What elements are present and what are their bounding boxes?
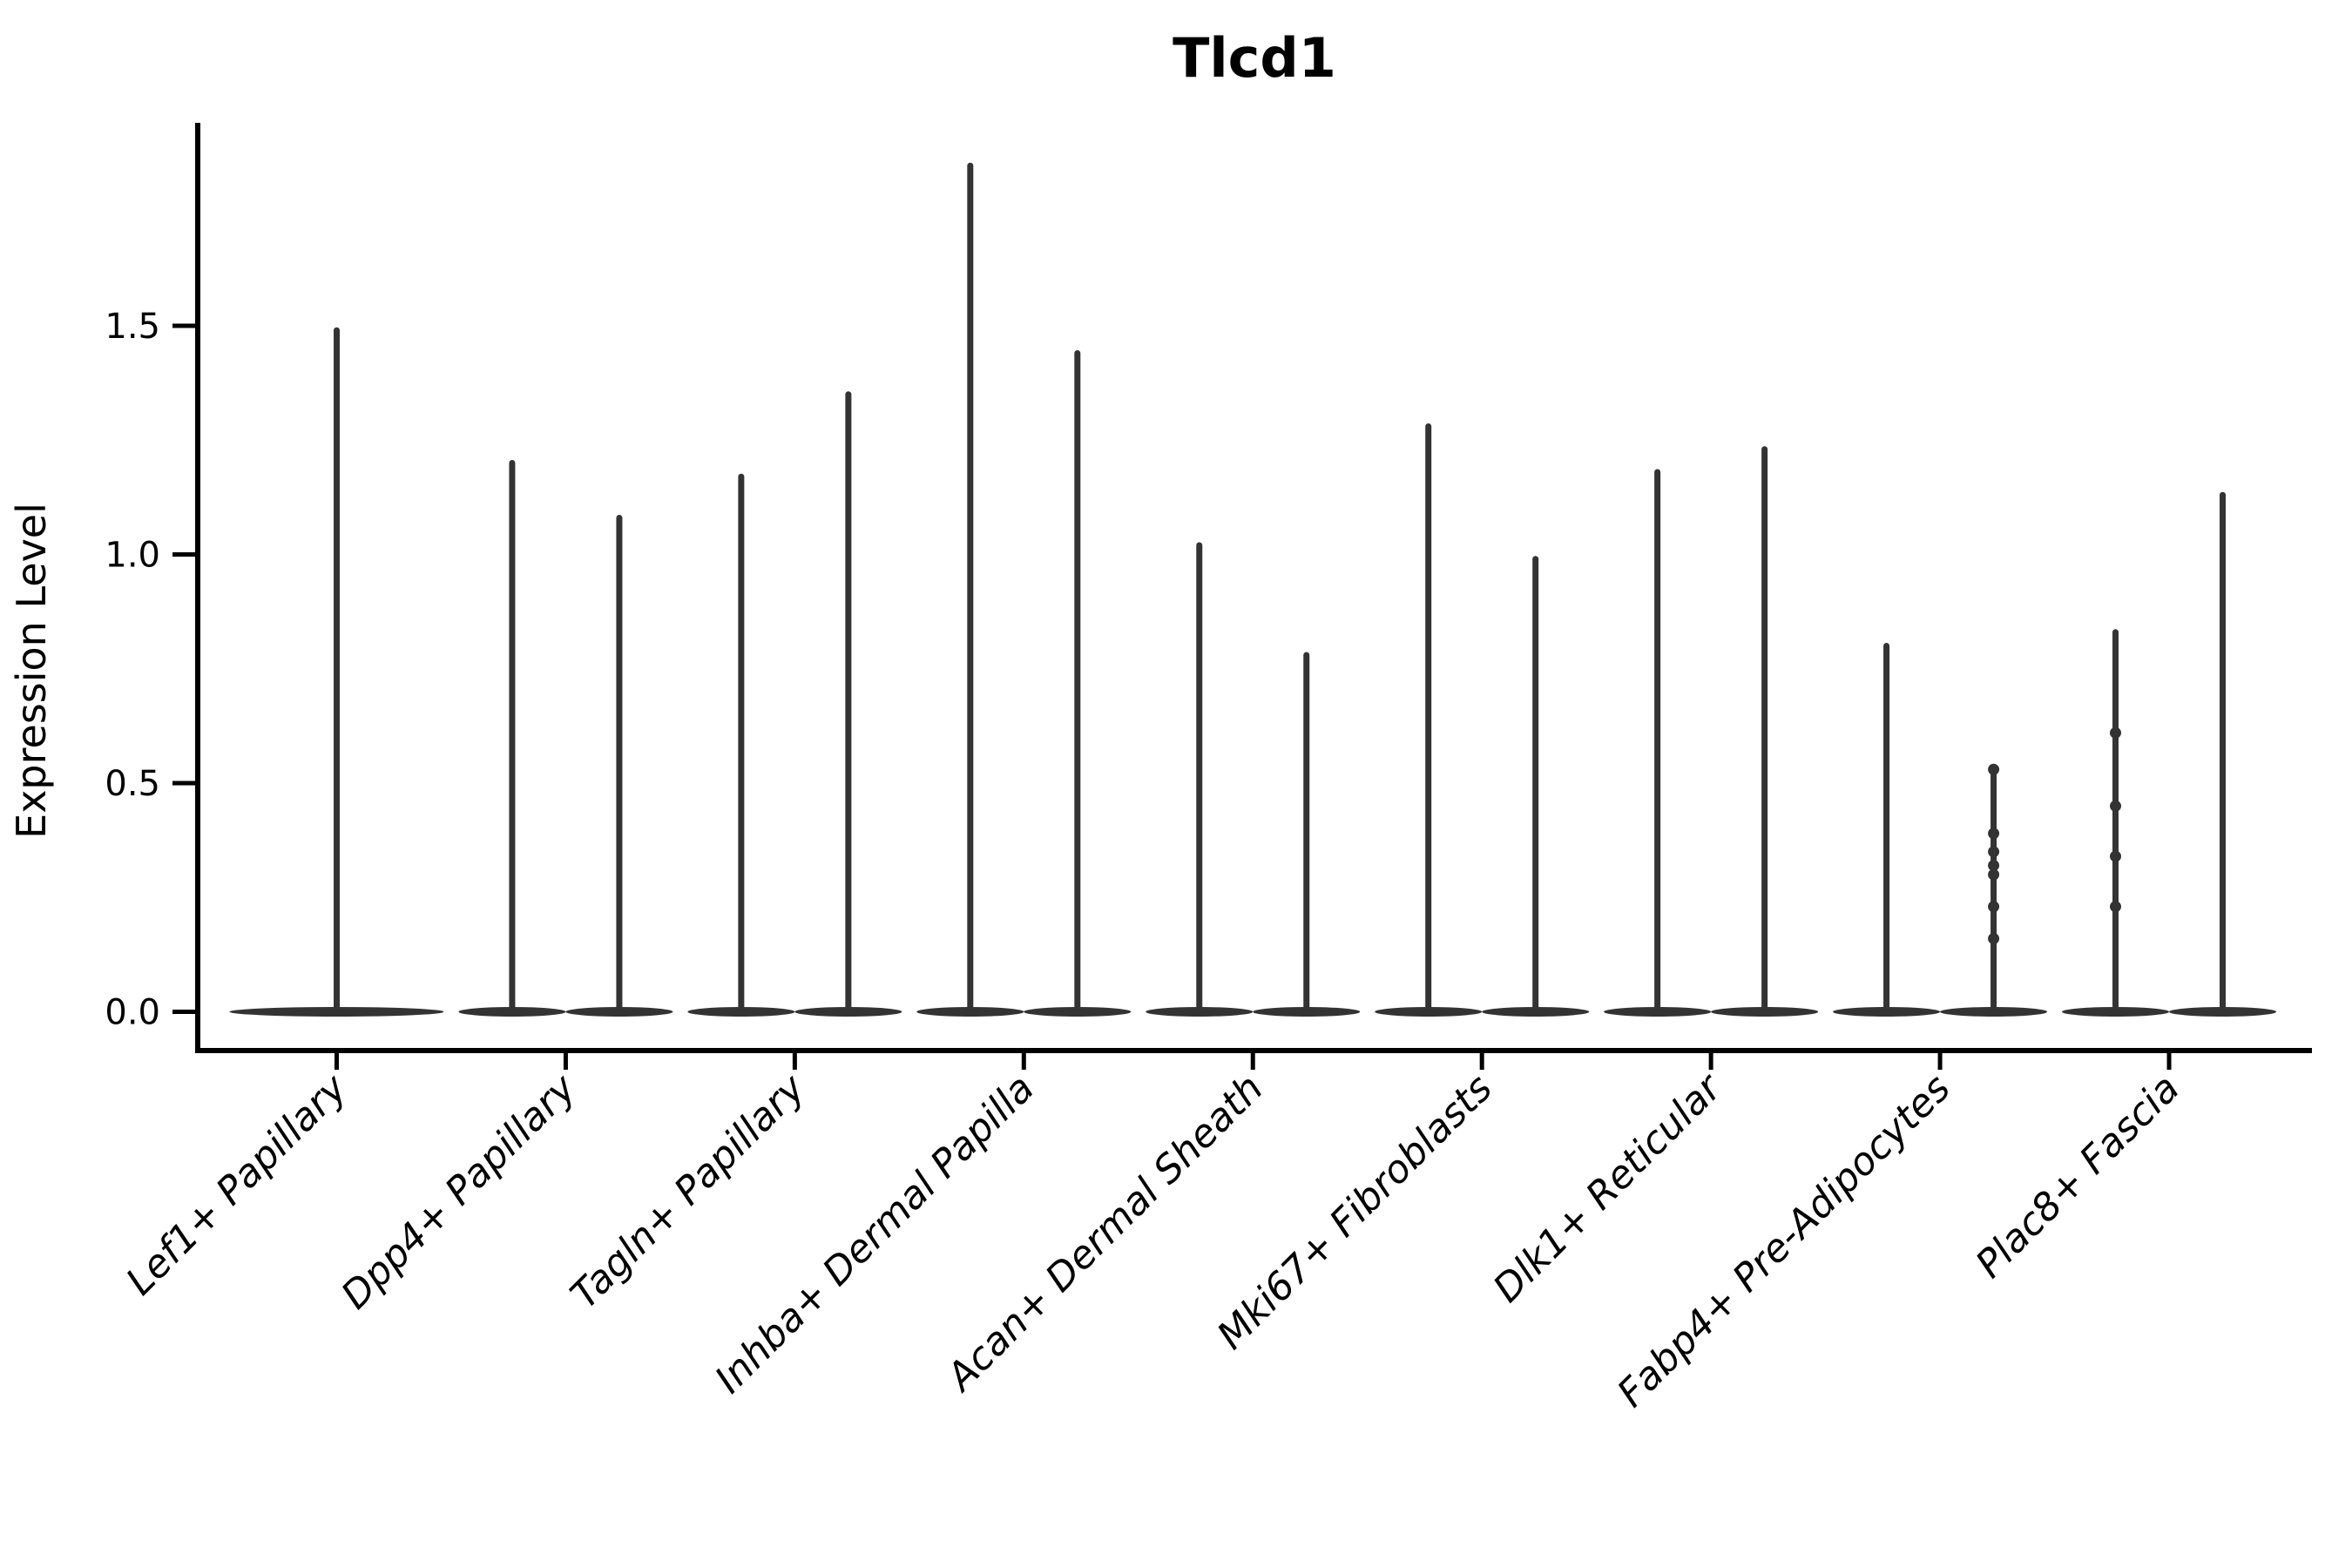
x-tick-label: Dpp4+ Papillary	[333, 1065, 585, 1318]
chart-title: Tlcd1	[1173, 26, 1336, 90]
x-axis-spine	[195, 1048, 2312, 1053]
jitter-point	[2110, 727, 2122, 739]
x-tick-label: Tagln+ Papillary	[562, 1065, 814, 1317]
jitter-point	[1988, 860, 2000, 871]
jitter-point	[1988, 868, 2000, 881]
jitter-point	[2110, 850, 2122, 862]
y-axis-label: Expression Level	[8, 503, 55, 839]
x-tick-label: Dlk1+ Reticular	[1485, 1064, 1732, 1311]
jitter-point	[2110, 800, 2122, 812]
jitter-point	[1988, 901, 2000, 913]
y-axis-spine	[195, 123, 200, 1053]
jitter-point	[2110, 901, 2122, 913]
jitter-point	[1988, 846, 2000, 858]
jitter-point	[1988, 828, 2000, 840]
y-tick-label: 1.0	[105, 536, 160, 576]
jitter-point	[1988, 763, 2000, 775]
jitter-point	[1988, 933, 2000, 944]
x-tick-label: Lef1+ Papillary	[118, 1065, 356, 1304]
y-tick-label: 1.5	[105, 307, 160, 347]
x-tick-label: Plac8+ Fascia	[1967, 1066, 2187, 1287]
y-tick-label: 0.0	[105, 993, 160, 1033]
y-tick-label: 0.5	[105, 764, 160, 804]
